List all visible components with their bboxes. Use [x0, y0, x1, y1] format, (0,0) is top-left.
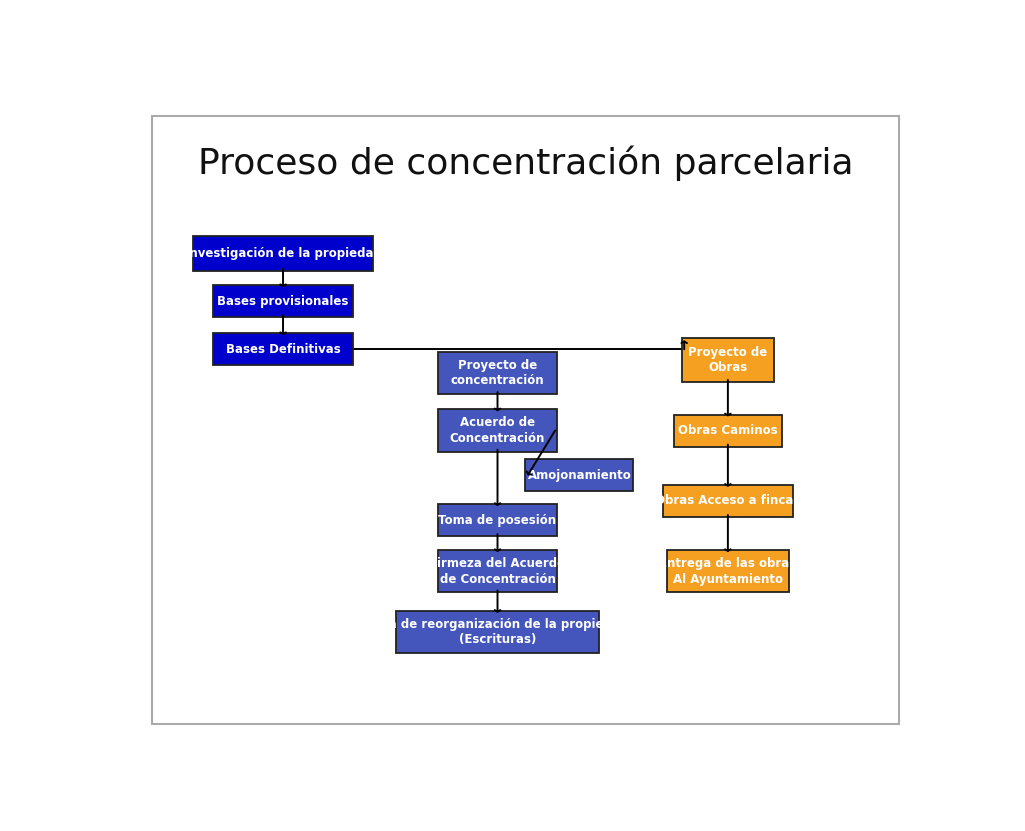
FancyBboxPatch shape [213, 333, 353, 366]
Text: Amojonamiento: Amojonamiento [528, 469, 631, 482]
FancyBboxPatch shape [396, 611, 600, 653]
FancyBboxPatch shape [438, 550, 558, 593]
FancyBboxPatch shape [663, 485, 793, 517]
FancyBboxPatch shape [438, 410, 558, 452]
Text: Proceso de concentración parcelaria: Proceso de concentración parcelaria [198, 146, 853, 181]
Text: Toma de posesión: Toma de posesión [439, 514, 557, 527]
Text: Acuerdo de
Concentración: Acuerdo de Concentración [450, 416, 545, 445]
FancyBboxPatch shape [438, 504, 558, 536]
FancyBboxPatch shape [438, 352, 558, 394]
Text: Obras Caminos: Obras Caminos [679, 424, 778, 437]
FancyBboxPatch shape [213, 285, 353, 317]
FancyBboxPatch shape [673, 415, 782, 446]
FancyBboxPatch shape [525, 460, 633, 491]
Text: Proyecto de
concentración: Proyecto de concentración [451, 359, 544, 387]
FancyBboxPatch shape [682, 338, 774, 382]
Text: Obras Acceso a fincas: Obras Acceso a fincas [655, 494, 801, 508]
Text: Firmeza del Acuerdo
de Concentración: Firmeza del Acuerdo de Concentración [429, 557, 566, 586]
FancyBboxPatch shape [194, 236, 373, 271]
Text: Bases provisionales: Bases provisionales [217, 295, 348, 307]
Text: Investigación de la propiedad: Investigación de la propiedad [184, 247, 381, 260]
Text: Bases Definitivas: Bases Definitivas [226, 342, 340, 356]
Text: Acta de reorganización de la propiedad
(Escrituras): Acta de reorganización de la propiedad (… [367, 617, 628, 647]
Text: Proyecto de
Obras: Proyecto de Obras [688, 346, 768, 375]
FancyBboxPatch shape [666, 550, 789, 593]
Text: Entrega de las obras
Al Ayuntamiento: Entrega de las obras Al Ayuntamiento [659, 557, 796, 586]
